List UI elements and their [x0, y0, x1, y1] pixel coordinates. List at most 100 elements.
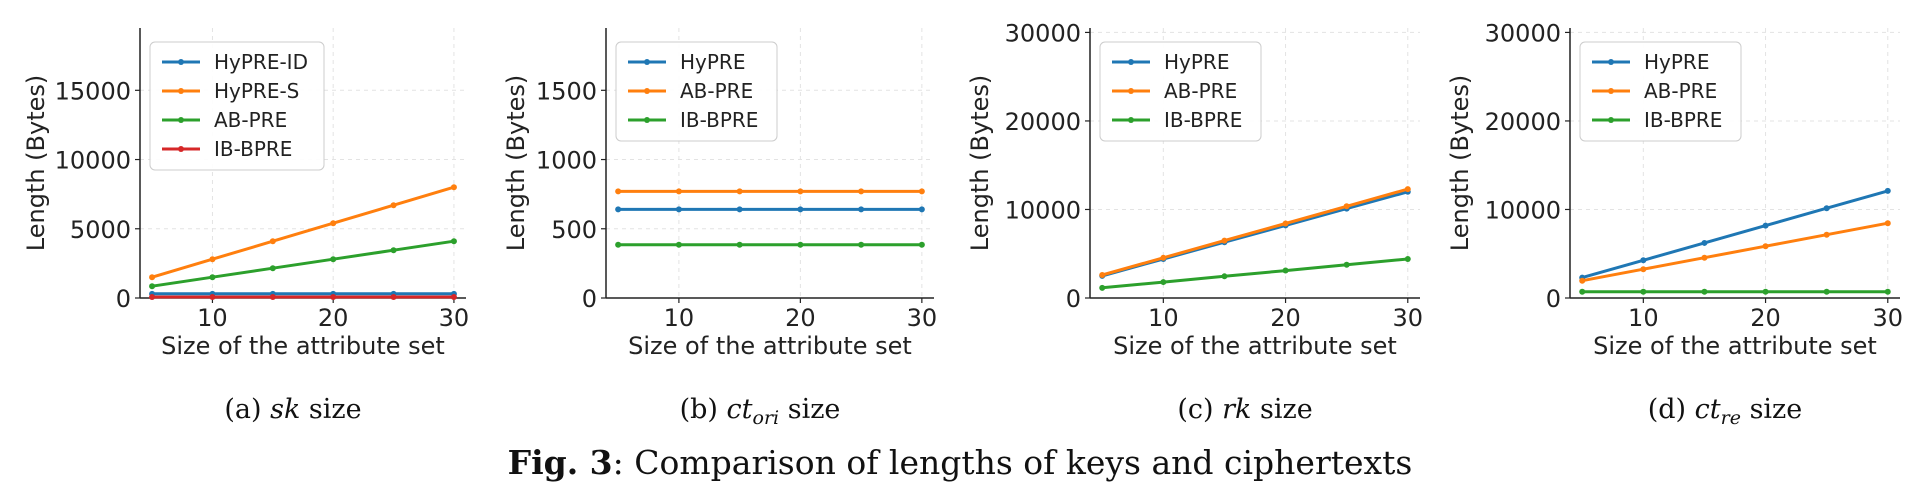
- legend-item: HyPRE-S: [162, 79, 299, 103]
- series-line: [1101, 187, 1409, 277]
- legend: HyPRE-ID HyPRE-S AB-PRE IB-BPRE: [149, 41, 325, 171]
- data-point: [209, 294, 216, 301]
- data-point: [1640, 266, 1647, 273]
- legend-item: AB-PRE: [1112, 79, 1237, 103]
- data-point: [918, 241, 925, 248]
- data-point: [736, 241, 743, 248]
- data-point: [1762, 222, 1769, 229]
- legend-marker: [1608, 59, 1614, 65]
- legend-item: IB-BPRE: [1592, 108, 1722, 132]
- legend-marker: [644, 88, 650, 94]
- data-point: [1282, 220, 1289, 227]
- subcaption-math: sk: [270, 394, 300, 425]
- legend: HyPRE AB-PRE IB-BPRE: [1099, 41, 1262, 142]
- data-point: [858, 188, 865, 195]
- data-point: [615, 206, 622, 213]
- legend-item: IB-BPRE: [628, 108, 758, 132]
- data-point: [149, 274, 156, 281]
- data-point: [209, 274, 216, 281]
- y-tick-label: 15000: [55, 77, 131, 105]
- y-tick-label: 0: [1066, 285, 1081, 313]
- y-tick-label: 30000: [1485, 19, 1561, 47]
- legend-item: HyPRE: [1112, 50, 1229, 74]
- data-point: [675, 206, 682, 213]
- x-tick-label: 20: [785, 304, 816, 332]
- subcaption-word: size: [779, 394, 840, 425]
- legend-box: [1579, 41, 1742, 142]
- y-tick-label: 0: [582, 285, 597, 313]
- data-point: [149, 294, 156, 301]
- legend-label: AB-PRE: [1644, 79, 1717, 103]
- data-point: [1640, 288, 1647, 295]
- y-tick-label: 0: [116, 285, 131, 313]
- series-3: [149, 238, 457, 290]
- x-tick-label: 30: [1873, 304, 1904, 332]
- subcaption-label: (c): [1177, 394, 1222, 425]
- series-line: [151, 185, 455, 279]
- legend-marker: [644, 59, 650, 65]
- data-point: [1343, 261, 1350, 268]
- data-point: [1823, 231, 1830, 238]
- x-tick-label: 30: [439, 304, 470, 332]
- subcaption: (c) rk size: [1177, 394, 1312, 425]
- y-axis-label: Length (Bytes): [966, 75, 994, 251]
- figure-caption: Fig. 3: Comparison of lengths of keys an…: [508, 443, 1413, 482]
- y-tick-label: 30000: [1005, 19, 1081, 47]
- subcaption-math: rk: [1222, 394, 1251, 425]
- x-axis-label: Size of the attribute set: [161, 332, 445, 360]
- legend-label: AB-PRE: [1164, 79, 1237, 103]
- x-tick-label: 10: [664, 304, 695, 332]
- subcaption-math: ct: [727, 394, 753, 425]
- data-point: [1343, 203, 1350, 210]
- x-tick-label: 30: [907, 304, 938, 332]
- data-point: [450, 238, 457, 245]
- legend-marker: [1128, 117, 1134, 123]
- chart-3: 10 20 30 0 10000 20000 30000 Size of the attrib…: [966, 19, 1423, 425]
- subcaption-label: (d): [1648, 394, 1695, 425]
- subcaption-subscript: re: [1721, 407, 1741, 429]
- data-point: [269, 294, 276, 301]
- series-4: [149, 294, 457, 301]
- legend-marker: [178, 117, 184, 123]
- subcaption-subscript: ori: [753, 407, 780, 429]
- data-point: [450, 294, 457, 301]
- data-point: [149, 283, 156, 290]
- x-tick-label: 10: [1628, 304, 1659, 332]
- data-point: [450, 184, 457, 191]
- legend-label: IB-BPRE: [214, 137, 292, 161]
- data-point: [736, 206, 743, 213]
- subcaption-word: size: [300, 394, 361, 425]
- data-point: [858, 206, 865, 213]
- data-point: [1160, 279, 1167, 286]
- data-point: [615, 241, 622, 248]
- legend-marker: [1608, 117, 1614, 123]
- data-point: [269, 265, 276, 272]
- data-point: [615, 188, 622, 195]
- x-tick-label: 20: [1750, 304, 1781, 332]
- data-point: [1823, 205, 1830, 212]
- y-tick-label: 20000: [1485, 108, 1561, 136]
- data-point: [1404, 186, 1411, 193]
- subcaption-word: size: [1741, 394, 1802, 425]
- data-point: [1884, 187, 1891, 194]
- data-point: [858, 241, 865, 248]
- series-1: [1579, 187, 1891, 281]
- subcaption: (d) ctre size: [1648, 394, 1803, 429]
- legend-item: HyPRE-ID: [162, 50, 308, 74]
- data-point: [1099, 271, 1106, 278]
- subcaption-math: ct: [1695, 394, 1721, 425]
- legend-label: IB-BPRE: [1164, 108, 1242, 132]
- data-point: [269, 238, 276, 245]
- data-point: [1160, 254, 1167, 261]
- series-line: [1581, 221, 1889, 283]
- legend-item: AB-PRE: [628, 79, 753, 103]
- chart-4: 10 20 30 0 10000 20000 30000 Size of the attrib…: [1446, 19, 1903, 429]
- y-tick-label: 10000: [1485, 196, 1561, 224]
- series-2: [1099, 186, 1411, 278]
- legend-label: HyPRE-ID: [214, 50, 308, 74]
- x-axis-label: Size of the attribute set: [1113, 332, 1397, 360]
- y-axis-label: Length (Bytes): [1446, 75, 1474, 251]
- data-point: [1099, 284, 1106, 291]
- series-3: [615, 241, 925, 248]
